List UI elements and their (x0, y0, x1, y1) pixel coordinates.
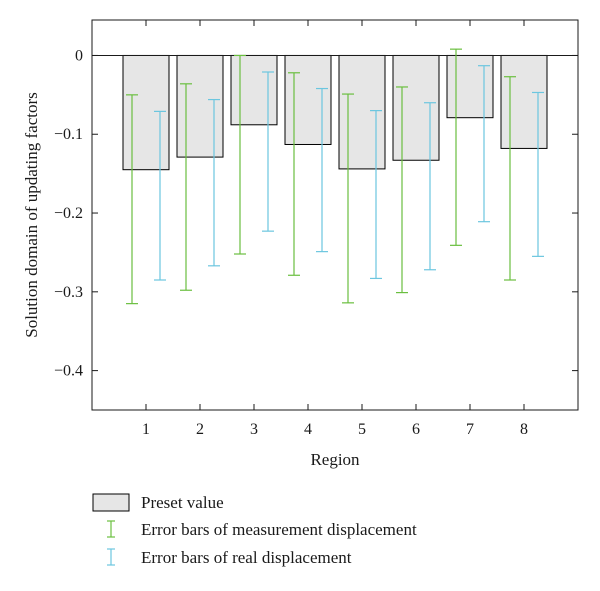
x-tick-label: 3 (250, 421, 258, 438)
errorbar-real-region-3 (262, 71, 274, 232)
x-axis: 1 2 3 4 5 6 7 8 (142, 20, 528, 438)
bars-layer (122, 54, 548, 171)
errorbar-real-region-8 (532, 91, 544, 257)
errorbar-real-region-2 (208, 98, 220, 267)
errorbar-measurement-region-7 (450, 48, 462, 246)
legend-swatch-preset (92, 493, 130, 512)
x-tick-label: 4 (304, 421, 312, 438)
bar-region-1 (122, 54, 170, 171)
y-tick-label: −0.4 (54, 363, 83, 380)
bar-region-8 (500, 54, 548, 149)
errorbar-measurement-region-4 (288, 72, 300, 276)
errorbar-real-region-4 (316, 87, 328, 253)
errorbar-measurement-region-8 (504, 76, 516, 281)
y-tick-label: −0.3 (54, 284, 83, 301)
plot-frame (91, 19, 579, 411)
legend-swatch-measurement (107, 520, 115, 538)
y-axis: 0 −0.1 −0.2 −0.3 −0.4 (54, 47, 578, 380)
errorbar-real-region-5 (370, 110, 382, 280)
errorbar-real-region-7 (478, 65, 490, 223)
y-tick-label: −0.2 (54, 205, 83, 222)
errorbar-measurement-region-6 (396, 86, 408, 294)
y-tick-label: 0 (75, 47, 83, 64)
bar-region-5 (338, 54, 386, 170)
error-bars-layer (126, 48, 544, 305)
bar-region-2 (176, 54, 224, 158)
bar-region-7 (446, 54, 494, 119)
errorbar-real-region-1 (154, 110, 166, 281)
bar-region-3 (230, 54, 278, 126)
legend-label-real: Error bars of real displacement (141, 548, 352, 567)
x-tick-label: 1 (142, 421, 150, 438)
x-tick-label: 7 (466, 421, 474, 438)
x-tick-label: 6 (412, 421, 420, 438)
x-tick-label: 5 (358, 421, 366, 438)
errorbar-measurement-region-5 (342, 93, 354, 304)
legend-label-preset: Preset value (141, 493, 224, 512)
errorbar-real-region-6 (424, 102, 436, 271)
errorbar-measurement-region-2 (180, 83, 192, 291)
x-tick-label: 2 (196, 421, 204, 438)
y-axis-title: Solution domain of updating factors (22, 92, 41, 338)
x-tick-label: 8 (520, 421, 528, 438)
x-axis-title: Region (310, 450, 360, 469)
legend-label-measurement: Error bars of measurement displacement (141, 520, 417, 539)
bar-region-6 (392, 54, 440, 161)
bar-region-4 (284, 54, 332, 145)
legend-swatch-real (107, 548, 115, 566)
y-tick-label: −0.1 (54, 126, 83, 143)
legend: Preset value Error bars of measurement d… (92, 493, 417, 567)
errorbar-measurement-region-3 (234, 54, 246, 255)
errorbar-measurement-region-1 (126, 94, 138, 305)
